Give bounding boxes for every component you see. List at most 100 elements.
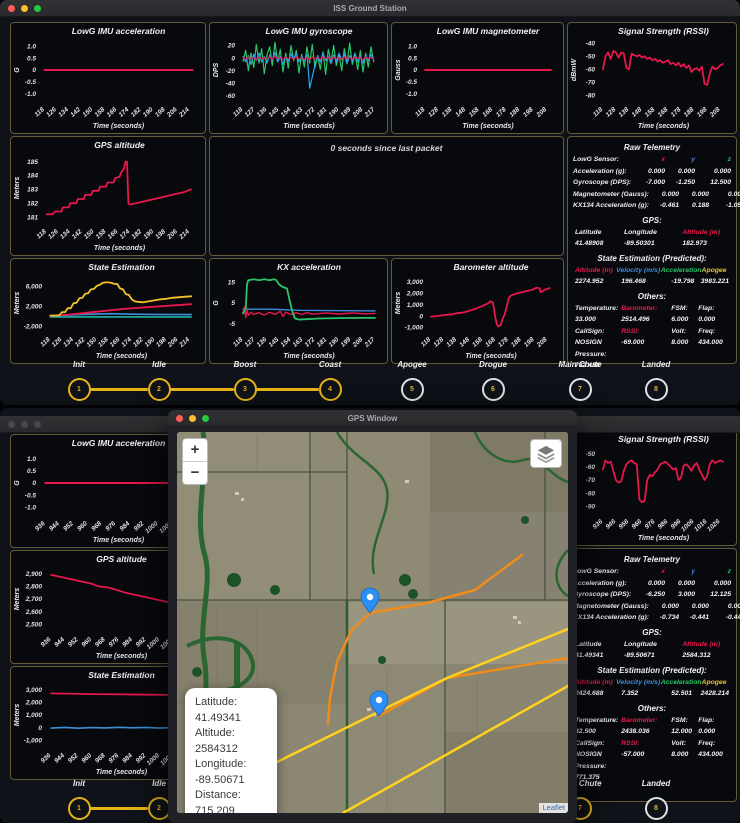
svg-text:968: 968 bbox=[94, 752, 107, 765]
gps-headers: Latitude Longitude Altitude (m) bbox=[575, 228, 721, 236]
close-icon[interactable] bbox=[8, 4, 15, 12]
svg-text:1.0: 1.0 bbox=[27, 456, 36, 463]
svg-text:166: 166 bbox=[106, 106, 119, 119]
svg-text:148: 148 bbox=[631, 106, 644, 119]
step-drogue: Drogue 6 bbox=[458, 360, 528, 401]
svg-text:1000: 1000 bbox=[146, 636, 162, 651]
step-main-chute: Main Chute 7 bbox=[545, 360, 615, 401]
svg-text:State Estimation: State Estimation bbox=[88, 670, 155, 680]
maximize-icon[interactable] bbox=[202, 414, 209, 422]
raw-telemetry-title: Raw Telemetry bbox=[623, 143, 681, 152]
pressure-value-row: 782.438 bbox=[575, 362, 600, 369]
state-estimation-title: State Estimation (Predicted): bbox=[597, 665, 707, 675]
svg-text:984: 984 bbox=[121, 636, 134, 649]
telemetry-row: Gyroscope (DPS): -7.000 -1.250 12.500 bbox=[573, 179, 731, 186]
svg-text:GPS altitude: GPS altitude bbox=[94, 140, 145, 150]
layers-control[interactable] bbox=[530, 439, 562, 468]
panel-packet-status: 0 seconds since last packet bbox=[209, 136, 564, 256]
svg-text:-1,000: -1,000 bbox=[405, 325, 424, 332]
svg-text:944: 944 bbox=[53, 636, 66, 649]
window1-titlebar[interactable]: ISS Ground Station bbox=[0, 0, 740, 17]
zoom-control: + − bbox=[182, 438, 208, 485]
svg-text:183: 183 bbox=[27, 187, 38, 194]
zoom-out-button[interactable]: − bbox=[190, 464, 200, 481]
map-markers[interactable] bbox=[360, 587, 389, 717]
svg-text:LowG IMU acceleration: LowG IMU acceleration bbox=[72, 438, 166, 448]
svg-text:128: 128 bbox=[432, 336, 445, 349]
svg-text:217: 217 bbox=[363, 336, 377, 349]
step-init: Init 1 bbox=[44, 360, 114, 401]
svg-text:5: 5 bbox=[231, 300, 235, 307]
step-boost: Boost 3 bbox=[210, 360, 280, 401]
svg-text:1000: 1000 bbox=[144, 520, 160, 535]
svg-text:-40: -40 bbox=[586, 40, 596, 47]
minimize-icon[interactable] bbox=[21, 420, 28, 428]
maximize-icon[interactable] bbox=[34, 420, 41, 428]
svg-text:206: 206 bbox=[165, 106, 179, 119]
minimize-icon[interactable] bbox=[189, 414, 196, 422]
telemetry-row: Acceleration (g): 0.000 0.000 0.000 bbox=[573, 579, 731, 587]
svg-text:127: 127 bbox=[244, 106, 257, 119]
svg-text:Time (seconds): Time (seconds) bbox=[465, 353, 517, 360]
maximize-icon[interactable] bbox=[34, 4, 41, 12]
svg-text:0: 0 bbox=[38, 725, 42, 732]
svg-text:0: 0 bbox=[419, 313, 423, 320]
svg-text:145: 145 bbox=[268, 336, 281, 349]
svg-text:976: 976 bbox=[108, 752, 121, 765]
gps-section-title: GPS: bbox=[642, 215, 662, 225]
svg-text:181: 181 bbox=[316, 106, 329, 119]
leaflet-attribution[interactable]: Leaflet bbox=[539, 803, 568, 813]
packet-status-text: 0 seconds since last packet bbox=[330, 143, 443, 153]
svg-text:Meters: Meters bbox=[14, 588, 21, 611]
svg-text:118: 118 bbox=[33, 106, 46, 118]
svg-text:206: 206 bbox=[166, 336, 180, 349]
svg-text:KX acceleration: KX acceleration bbox=[277, 262, 341, 272]
state-estimation-title: State Estimation (Predicted): bbox=[597, 253, 707, 263]
others-labels: CallSign: RSSI: Volt: Freq: bbox=[575, 739, 716, 747]
map-marker[interactable] bbox=[360, 587, 380, 614]
svg-text:960: 960 bbox=[76, 520, 89, 533]
panel-lowg-gyroscope: LowG IMU gyroscope DPS Time (seconds) 20 0 -2… bbox=[209, 22, 388, 134]
zoom-in-button[interactable]: + bbox=[183, 439, 207, 462]
svg-text:Time (seconds): Time (seconds) bbox=[93, 537, 145, 544]
map-marker[interactable] bbox=[369, 690, 389, 717]
minimize-icon[interactable] bbox=[21, 4, 28, 12]
svg-text:166: 166 bbox=[109, 336, 122, 349]
close-icon[interactable] bbox=[8, 420, 15, 428]
svg-text:944: 944 bbox=[53, 752, 66, 765]
svg-text:952: 952 bbox=[67, 636, 80, 649]
svg-text:158: 158 bbox=[93, 106, 106, 119]
svg-text:118: 118 bbox=[35, 228, 48, 240]
svg-text:0.5: 0.5 bbox=[27, 468, 36, 475]
step-circle: 4 bbox=[318, 378, 342, 401]
svg-text:-1.0: -1.0 bbox=[25, 91, 37, 98]
svg-text:208: 208 bbox=[708, 106, 722, 119]
svg-text:150: 150 bbox=[83, 228, 96, 241]
svg-text:968: 968 bbox=[94, 636, 107, 649]
svg-text:-50: -50 bbox=[586, 451, 596, 458]
svg-text:198: 198 bbox=[155, 336, 168, 349]
popup-distance-label: Distance: bbox=[195, 789, 241, 801]
close-icon[interactable] bbox=[176, 414, 183, 422]
state-estimation-chart: State Estimation Meters Time (seconds) 6,00… bbox=[12, 260, 204, 362]
svg-text:Gauss: Gauss bbox=[395, 59, 402, 81]
svg-text:936: 936 bbox=[34, 520, 47, 533]
svg-text:Meters: Meters bbox=[395, 292, 402, 315]
lowg-imu-acceleration-chart: LowG IMU acceleration G Time (seconds) 1.0 0… bbox=[12, 436, 204, 546]
svg-text:118: 118 bbox=[420, 336, 433, 348]
flight-state-stepper: Init 1 Idle 2 Boost 3 Coast 4 Apogee 5 D… bbox=[0, 360, 740, 405]
sensor-header-row: LowG Sensor: x y z bbox=[573, 156, 731, 163]
stepper-connector bbox=[90, 807, 148, 810]
telemetry-row: Acceleration (g): 0.000 0.000 0.000 bbox=[573, 167, 731, 175]
svg-text:181: 181 bbox=[316, 336, 329, 349]
step-circle: 8 bbox=[644, 797, 668, 820]
svg-text:2,500: 2,500 bbox=[25, 622, 43, 629]
telemetry-row: KX134 Acceleration (g):-0.734-0.441-0.44… bbox=[573, 614, 740, 621]
gps-values: 41.48908 -89.50301 182.973 bbox=[575, 240, 707, 247]
svg-text:984: 984 bbox=[119, 520, 132, 533]
map[interactable]: + − Latitude: 41.49341 Altitude: 2584312… bbox=[177, 432, 568, 813]
svg-text:DPS: DPS bbox=[213, 62, 220, 77]
gps-window-titlebar[interactable]: GPS Window bbox=[168, 410, 577, 427]
svg-text:Meters: Meters bbox=[14, 292, 21, 315]
